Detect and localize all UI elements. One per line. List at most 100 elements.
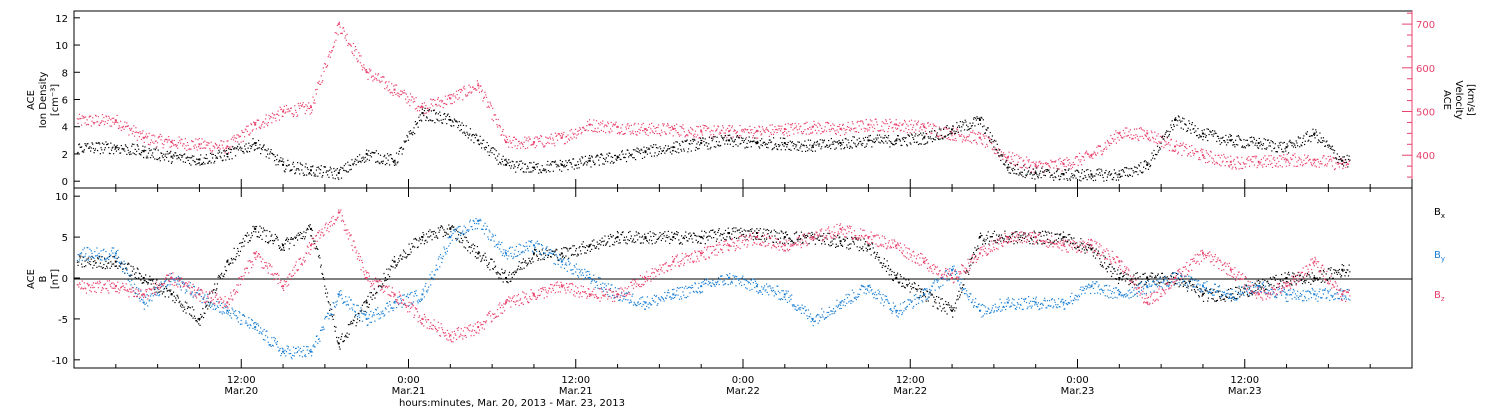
velocity-series-sample [616,132,619,135]
velocity-series-sample [770,132,772,134]
bx-series-point [755,232,758,234]
density-series-sample [1076,169,1078,171]
velocity-series-sample [979,132,981,134]
bx-series-sample [296,234,298,236]
density-series-sample [542,168,545,170]
velocity-series-sample [1064,158,1066,161]
bx-series-sample [611,243,614,246]
velocity-series-sample [966,137,968,139]
velocity-series-sample [902,123,904,125]
bx-series-sample [708,231,711,233]
bx-series-point [309,227,312,230]
velocity-series-sample [872,130,874,133]
velocity-series-point [1174,145,1177,148]
bx-series-sample [351,323,353,325]
velocity-series-point [282,110,285,113]
velocity-series-sample [970,131,972,133]
bx-series-sample [356,318,359,320]
velocity-series-sample [227,140,229,142]
bx-series-sample [80,255,82,257]
velocity-series-sample [899,130,901,132]
density-series-sample [1331,145,1334,147]
velocity-series-sample [663,123,665,125]
density-series-sample [362,156,364,158]
density-series-sample [848,147,851,149]
bx-series-sample [900,276,902,278]
bx-series-sample [297,239,299,241]
bx-series-sample [779,237,782,239]
velocity-series-sample [860,120,862,122]
density-series-sample [1278,146,1280,149]
bx-series-sample [432,231,434,233]
density-series-sample [256,148,258,150]
velocity-series-sample [971,131,973,134]
density-series-sample [699,144,701,146]
density-series-sample [593,163,596,166]
density-series-sample [878,134,881,136]
density-series-sample [571,166,573,168]
velocity-series-sample [549,136,551,138]
bx-series-sample [742,234,744,236]
density-series-sample [787,141,789,144]
density-series-sample [522,162,524,164]
bx-series-sample [816,238,819,240]
density-series-sample [375,150,377,152]
bx-series-sample [163,291,165,293]
bx-series-sample [526,265,528,267]
bx-series-sample [471,250,474,252]
bx-series-sample [105,260,107,262]
bx-series-sample [322,273,324,276]
velocity-series-sample [149,142,152,144]
bx-series-sample [280,249,282,251]
bx-series-sample [159,291,161,293]
bx-series-sample [391,265,393,268]
density-series-sample [1190,132,1192,134]
bx-series-sample [84,260,86,262]
bx-series-sample [658,236,660,238]
density-series-sample [968,128,970,131]
density-series-sample [430,119,432,121]
velocity-series-sample [1025,156,1028,158]
bx-series-point [1118,277,1121,279]
bx-series-sample [464,247,467,249]
velocity-series-sample [867,130,869,132]
density-series-sample [433,109,435,112]
density-series-sample [406,134,408,137]
density-series-sample [294,173,296,175]
density-series-sample [791,141,793,143]
bx-series-sample [231,259,233,261]
velocity-series-sample [495,118,497,120]
bx-series-sample [393,260,395,262]
velocity-series-sample [972,130,974,132]
bx-series-sample [791,240,793,242]
velocity-series-sample [901,124,903,126]
bx-series-sample [128,263,130,265]
density-series-sample [268,157,270,159]
density-series-sample [1339,158,1341,161]
velocity-series-sample [1232,160,1235,162]
bx-series-sample [523,267,525,269]
density-series-sample [1092,176,1094,178]
bx-series-sample [230,262,232,264]
bx-series-sample [591,248,593,250]
velocity-series-sample [869,119,872,121]
bx-series-sample [546,250,548,252]
density-series-sample [264,149,266,151]
density-series-sample [540,171,543,174]
velocity-series-sample [910,119,913,121]
velocity-series-sample [890,121,892,123]
density-series-point [978,118,981,121]
velocity-series-sample [1090,154,1092,157]
velocity-series-sample [1249,159,1251,161]
density-series-sample [586,164,588,166]
density-series-sample [290,169,292,172]
density-series-sample [271,153,274,155]
density-series-sample [971,125,973,127]
velocity-series-sample [963,137,966,139]
bx-series-sample [213,289,215,291]
density-series-sample [633,157,635,159]
bx-series-sample [131,274,133,276]
bx-series-point [1285,277,1288,279]
density-series-sample [1065,171,1067,174]
velocity-series-sample [1195,150,1197,152]
